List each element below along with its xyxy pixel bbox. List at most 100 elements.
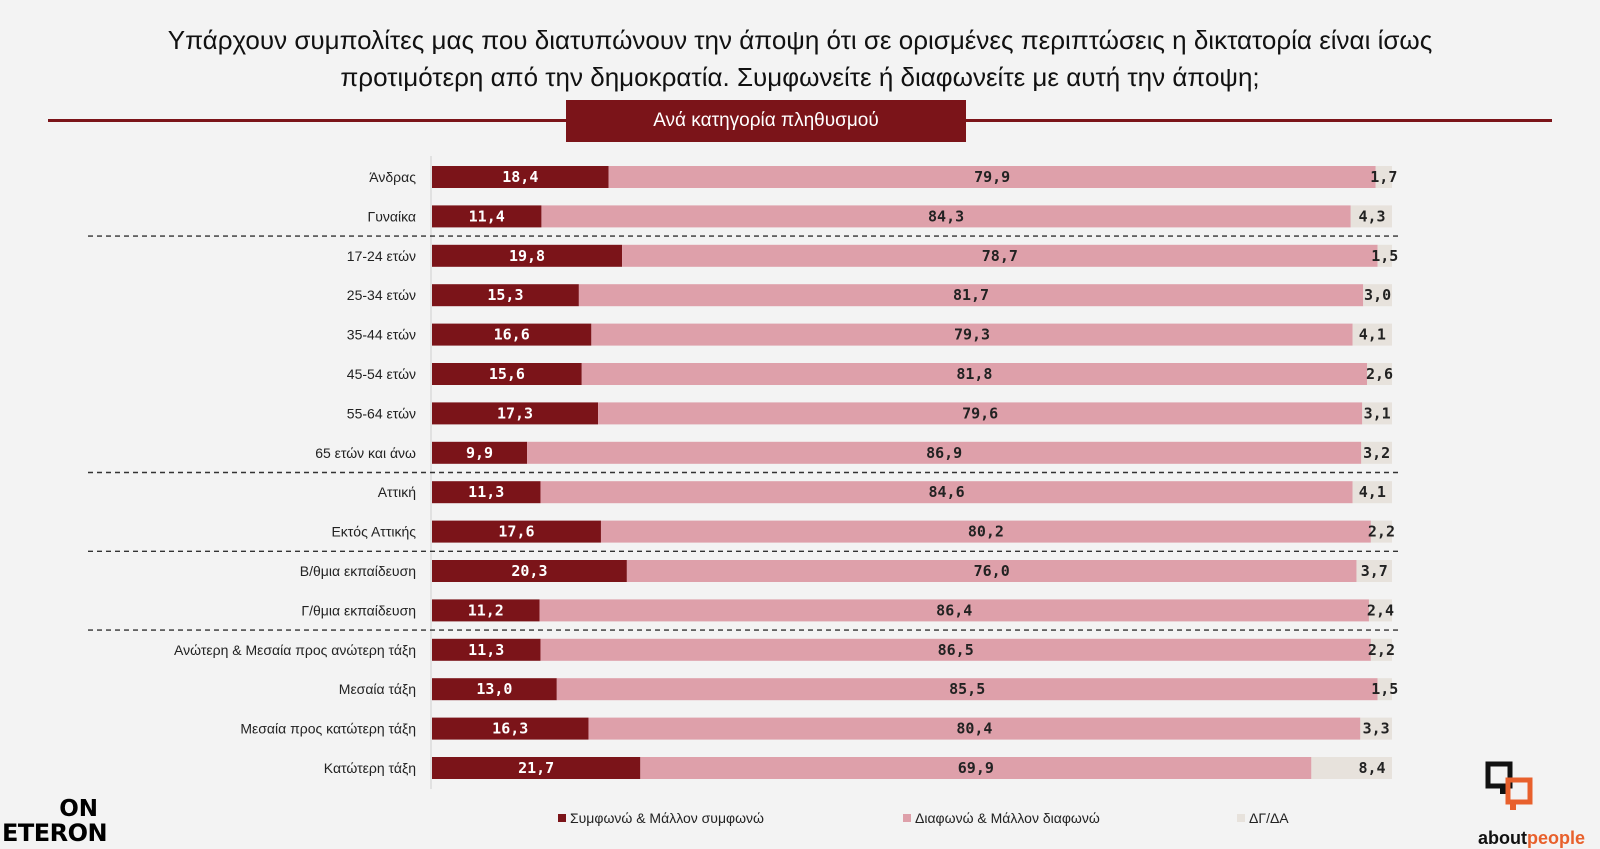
data-label: 3,0	[1364, 286, 1391, 304]
bar-segment-2	[1375, 166, 1392, 188]
category-label: Β/θμια εκπαίδευση	[300, 563, 416, 579]
data-label: 9,9	[466, 444, 493, 462]
bar-segment-2	[1370, 520, 1392, 543]
bar-segment-1	[541, 205, 1351, 228]
data-label: 17,3	[497, 404, 533, 422]
legend-swatch-agree	[558, 814, 566, 822]
bar-segment-1	[539, 599, 1369, 622]
data-label: 84,3	[928, 207, 964, 225]
category-label: Γ/θμια εκπαίδευση	[301, 602, 416, 618]
bar-segment-1	[581, 363, 1368, 385]
data-label: 13,0	[476, 680, 512, 698]
category-label: 25-34 ετών	[347, 287, 416, 303]
data-label: 11,2	[468, 601, 504, 619]
bar-segment-0	[432, 757, 641, 779]
category-label: Μεσαία τάξη	[339, 681, 416, 697]
bar-segment-0	[432, 363, 582, 385]
bar-segment-0	[432, 520, 601, 543]
category-label: 45-54 ετών	[347, 366, 416, 382]
category-label: 55-64 ετών	[347, 405, 416, 421]
data-label: 86,9	[926, 444, 962, 462]
data-label: 86,5	[938, 641, 974, 659]
legend-dk: ΔΓ/ΔΑ	[1237, 810, 1289, 826]
data-label: 1,5	[1371, 680, 1398, 698]
data-label: 16,6	[494, 326, 530, 344]
data-label: 80,2	[968, 523, 1004, 541]
data-label: 3,1	[1364, 404, 1391, 422]
category-label: Γυναίκα	[368, 208, 417, 224]
legend-label-dk: ΔΓ/ΔΑ	[1249, 810, 1289, 826]
aboutpeople-wordmark: aboutpeople	[1478, 828, 1585, 849]
logo-on-text: ON	[59, 796, 98, 822]
bar-segment-1	[622, 244, 1378, 267]
bar-segment-2	[1363, 284, 1392, 307]
brand-about: about	[1478, 828, 1527, 848]
category-label: Μεσαία προς κατώτερη τάξη	[240, 721, 416, 737]
bar-segment-0	[432, 441, 528, 464]
bar-segment-2	[1360, 717, 1392, 740]
bar-segment-2	[1350, 205, 1392, 228]
data-label: 11,3	[468, 641, 504, 659]
data-label: 79,9	[974, 168, 1010, 186]
title-line-1: Υπάρχουν συμπολίτες μας που διατυπώνουν …	[167, 25, 1433, 55]
data-label: 2,2	[1368, 523, 1395, 541]
data-label: 3,2	[1363, 444, 1390, 462]
bar-segment-0	[432, 717, 589, 740]
category-label: Ανώτερη & Μεσαία προς ανώτερη τάξη	[174, 642, 416, 658]
aboutpeople-logo: aboutpeople	[1478, 758, 1600, 848]
bar-segment-2	[1367, 363, 1392, 385]
bar-segment-2	[1377, 678, 1392, 701]
bar-segment-0	[432, 205, 542, 228]
bar-segment-2	[1362, 402, 1392, 425]
bar-segment-2	[1311, 757, 1392, 779]
data-label: 76,0	[974, 562, 1010, 580]
data-label: 1,7	[1370, 168, 1397, 186]
bar-segment-1	[608, 166, 1376, 188]
data-label: 81,8	[956, 365, 992, 383]
category-label: 65 ετών και άνω	[315, 445, 416, 461]
title-line-2: προτιμότερη από την δημοκρατία. Συμφωνεί…	[340, 62, 1260, 92]
data-label: 80,4	[956, 720, 992, 738]
subtitle-banner: Ανά κατηγορία πληθυσμού	[566, 100, 966, 142]
legend-label-disagree: Διαφωνώ & Μάλλον διαφωνώ	[915, 810, 1100, 826]
data-label: 3,3	[1363, 720, 1390, 738]
bar-segment-0	[432, 678, 557, 701]
data-label: 2,4	[1367, 601, 1394, 619]
legend-agree: Συμφωνώ & Μάλλον συμφωνώ	[558, 810, 764, 826]
brand-people: people	[1527, 828, 1586, 848]
bar-segment-0	[432, 244, 623, 267]
data-label: 8,4	[1358, 759, 1385, 777]
header-rule-right	[966, 119, 1552, 122]
category-label: Άνδρας	[369, 169, 416, 185]
on-eteron-logo: ON ETERON	[2, 796, 108, 845]
bar-segment-2	[1356, 560, 1392, 582]
data-label: 2,6	[1366, 365, 1393, 383]
bar-segment-1	[556, 678, 1378, 701]
bar-segment-2	[1368, 599, 1392, 622]
bar-segment-1	[540, 481, 1353, 504]
category-label: Κατώτερη τάξη	[324, 760, 416, 776]
bar-segment-1	[527, 441, 1362, 464]
legend-swatch-disagree	[903, 814, 911, 822]
data-label: 19,8	[509, 247, 545, 265]
data-label: 69,9	[958, 759, 994, 777]
category-label: 35-44 ετών	[347, 327, 416, 343]
data-label: 86,4	[936, 601, 972, 619]
data-label: 15,3	[487, 286, 523, 304]
bar-segment-1	[578, 284, 1364, 307]
bar-segment-1	[540, 638, 1371, 661]
bar-segment-1	[598, 402, 1363, 425]
data-label: 79,6	[962, 404, 998, 422]
bar-segment-1	[588, 717, 1361, 740]
bar-segment-2	[1377, 244, 1392, 267]
data-label: 3,7	[1361, 562, 1388, 580]
data-label: 18,4	[502, 168, 538, 186]
chart-title: Υπάρχουν συμπολίτες μας που διατυπώνουν …	[40, 22, 1560, 96]
bar-segment-0	[432, 323, 592, 346]
data-label: 85,5	[949, 680, 985, 698]
bar-segment-1	[591, 323, 1353, 346]
header-rule-left	[48, 119, 566, 122]
data-label: 1,5	[1371, 247, 1398, 265]
data-label: 11,4	[469, 207, 505, 225]
bar-segment-2	[1352, 323, 1392, 346]
